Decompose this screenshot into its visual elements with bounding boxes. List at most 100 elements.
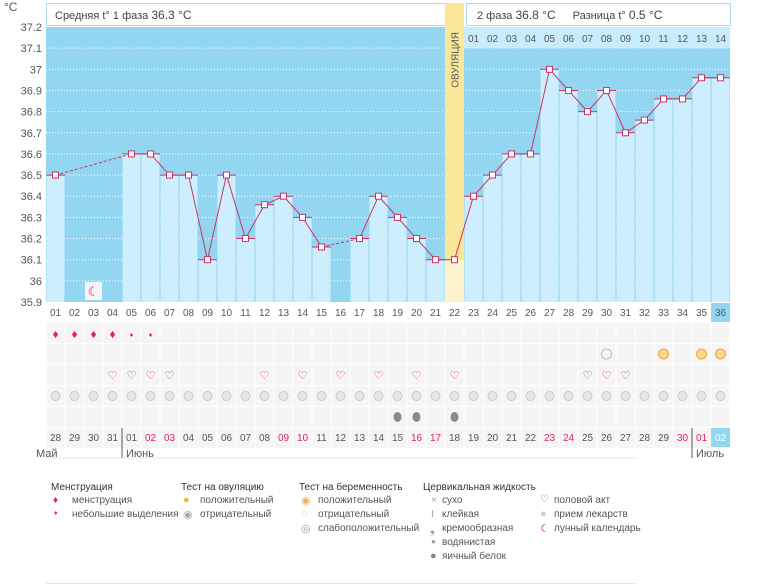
pill-icon [69,391,80,401]
pill-icon [316,391,327,401]
row-cell [217,428,236,448]
pill-icon [525,391,536,401]
pill-icon [582,391,593,401]
watery-icon: ● [431,537,436,546]
heart-icon: ♡ [260,370,270,382]
row-cell [236,344,255,364]
row-cell [274,407,293,427]
row-cell [540,323,559,343]
temperature-line-segment [378,195,398,218]
legend-title-pregnancy-test: Тест на беременность [299,482,403,493]
month-label: Май [36,448,58,460]
temperature-point [717,74,724,82]
row-cell [293,365,312,385]
temperature-point [622,129,629,137]
phase2-day-label: 12 [677,34,689,45]
row-cell [141,323,160,343]
temperature-bar [141,153,160,302]
legend-item: менструация [72,495,133,506]
cycle-day-label: 17 [354,308,366,319]
legend-item: положительный [318,495,392,506]
row-cell [559,323,578,343]
row-cell [559,428,578,448]
y-tick-label: 37.2 [21,22,42,34]
diff-label: Разница t° [572,10,626,22]
row-cell [179,365,198,385]
temperature-line-segment [549,68,569,91]
row-cell [388,344,407,364]
temperature-bar [217,175,236,302]
cycle-day-label: 12 [259,308,271,319]
row-cell [122,407,141,427]
row-cell [635,344,654,364]
cycle-day-label: 28 [563,308,575,319]
cycle-day-label: 05 [126,308,138,319]
row-cell [388,428,407,448]
cycle-day-label: 27 [544,308,556,319]
ovulation-bar [445,259,464,302]
date-label: 29 [69,433,81,444]
date-label: 26 [601,433,613,444]
row-cell [103,365,122,385]
row-cell [46,323,65,343]
row-cell [293,323,312,343]
date-label: 30 [88,433,100,444]
temperature-point [394,213,401,221]
heart-icon: ♡ [336,370,346,382]
pill-icon [221,391,232,401]
temperature-bar [122,153,141,302]
pill-icon [639,391,650,401]
temperature-line-segment [245,204,265,239]
phase2-day-label: 09 [620,34,632,45]
row-cell [540,365,559,385]
pill-icon [164,391,175,401]
row-cell [293,344,312,364]
row-cell [616,407,635,427]
row-cell [654,323,673,343]
temperature-bar [597,90,616,302]
pill-icon [278,391,289,401]
date-label: 17 [430,433,442,444]
date-label: 25 [582,433,594,444]
row-cell [198,407,217,427]
legend-item: слабоположительный [318,523,420,534]
cycle-day-label: 29 [582,308,594,319]
row-cell [46,344,65,364]
phase2-day-label: 13 [696,34,708,45]
row-cell [312,344,331,364]
date-label: 01 [696,433,708,444]
temperature-line-segment [207,174,227,260]
temperature-line-segment [473,174,493,197]
pregnancy-negative-icon: ○ [301,508,308,520]
y-tick-label: 36.3 [21,212,42,224]
row-cell [483,344,502,364]
dashed-connector [55,153,132,176]
date-label: 07 [240,433,252,444]
dry-icon: × [431,495,437,506]
date-label: 27 [620,433,632,444]
date-label: 18 [449,433,461,444]
current-day-highlight [711,303,730,322]
row-cell [597,428,616,448]
row-cell [46,428,65,448]
row-cell [559,365,578,385]
row-cell [692,407,711,427]
row-cell [350,344,369,364]
pill-icon [183,391,194,401]
pregnancy-positive-icon [658,348,669,360]
row-cell [198,323,217,343]
row-cell [635,428,654,448]
row-cell [635,407,654,427]
row-cell [331,344,350,364]
row-cell [521,428,540,448]
row-cell [312,365,331,385]
row-cell [312,407,331,427]
pregnancy-positive-icon [696,348,707,360]
row-cell [559,344,578,364]
row-cell [122,344,141,364]
temperature-line-segment [568,90,588,112]
heart-icon: ♡ [602,370,612,382]
pill-icon [506,391,517,401]
row-cell [84,344,103,364]
